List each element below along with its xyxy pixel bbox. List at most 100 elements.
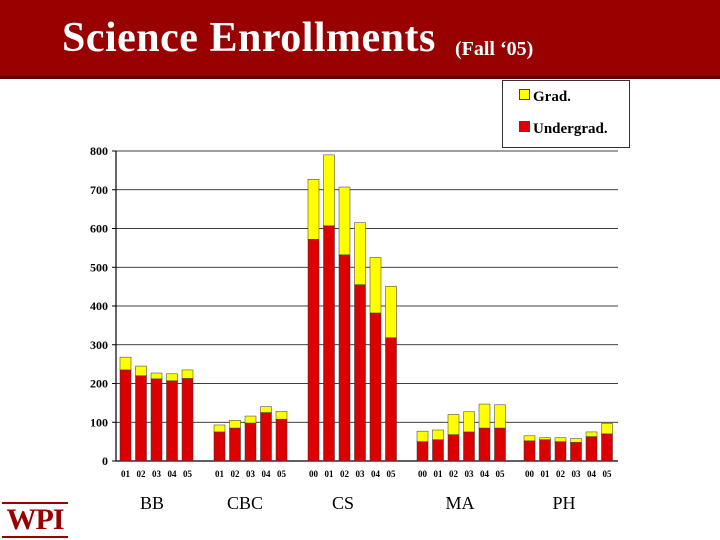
x-tick-label-cbc-01: 01 — [215, 469, 225, 479]
bar-cbc-05-grad — [275, 411, 288, 420]
legend-item-grad: Grad. — [519, 89, 571, 106]
x-tick-label-cs-03: 03 — [356, 469, 366, 479]
bar-bb-03-grad — [150, 372, 163, 380]
bar-cs-04-undergrad — [369, 312, 382, 462]
bar-ph-00-grad — [523, 435, 536, 442]
x-tick-label-ph-04: 04 — [587, 469, 597, 479]
slide-subtitle: (Fall ‘05) — [455, 38, 534, 60]
x-tick-label-ma-00: 00 — [418, 469, 428, 479]
x-tick-label-ph-05: 05 — [603, 469, 613, 479]
bar-ma-03-grad — [463, 411, 475, 433]
legend-label-grad: Grad. — [533, 89, 571, 105]
bar-ma-02-undergrad — [447, 434, 460, 462]
bar-ph-03-undergrad — [570, 442, 582, 462]
x-tick-label-bb-03: 03 — [152, 469, 162, 479]
bar-ma-04-grad — [478, 403, 491, 429]
bar-bb-05-grad — [181, 369, 194, 379]
bar-cs-02-undergrad — [338, 254, 351, 462]
bar-cs-00-undergrad — [307, 239, 320, 462]
group-label-cs: CS — [331, 493, 355, 513]
bar-cs-05-grad — [385, 285, 397, 339]
chart-legend: Grad. Undergrad. — [502, 80, 630, 148]
y-tick-label-300: 300 — [90, 338, 108, 352]
x-tick-label-ph-02: 02 — [556, 469, 566, 479]
x-tick-label-ph-01: 01 — [541, 469, 551, 479]
bar-cbc-02-undergrad — [229, 427, 241, 462]
bar-ph-04-grad — [585, 431, 598, 437]
bar-ph-00-undergrad — [523, 440, 536, 462]
bar-ph-03-grad — [570, 438, 582, 443]
bar-cbc-04-grad — [260, 406, 272, 413]
bar-cbc-01-grad — [213, 424, 226, 433]
bar-cs-04-grad — [369, 257, 382, 314]
bar-cbc-01-undergrad — [213, 431, 226, 462]
bar-cbc-04-undergrad — [260, 412, 272, 462]
bar-cbc-03-undergrad — [244, 422, 257, 462]
legend-swatch-grad — [519, 89, 530, 100]
bar-ph-02-grad — [554, 437, 567, 442]
y-tick-label-700: 700 — [90, 183, 108, 197]
bar-bb-05-undergrad — [181, 378, 194, 462]
y-tick-label-600: 600 — [90, 222, 108, 236]
x-tick-label-cbc-03: 03 — [246, 469, 256, 479]
bar-cbc-02-grad — [229, 420, 241, 429]
y-tick-label-500: 500 — [90, 260, 108, 274]
y-tick-label-800: 800 — [90, 144, 108, 158]
x-tick-label-cbc-04: 04 — [262, 469, 272, 479]
bar-ph-05-undergrad — [601, 433, 613, 462]
x-tick-label-ma-05: 05 — [496, 469, 506, 479]
bar-bb-02-grad — [135, 365, 147, 376]
bar-ph-01-undergrad — [539, 439, 551, 462]
x-tick-label-cs-05: 05 — [387, 469, 397, 479]
x-tick-label-ph-03: 03 — [572, 469, 582, 479]
bar-cs-03-undergrad — [354, 284, 366, 462]
bar-cs-01-undergrad — [323, 225, 335, 462]
x-tick-label-cbc-02: 02 — [231, 469, 241, 479]
bar-cs-03-grad — [354, 222, 366, 285]
bar-ma-01-undergrad — [432, 439, 444, 462]
x-tick-label-bb-01: 01 — [121, 469, 131, 479]
x-tick-label-cs-04: 04 — [371, 469, 381, 479]
bar-bb-01-undergrad — [119, 369, 132, 462]
group-label-ph: PH — [552, 493, 576, 513]
legend-item-undergrad: Undergrad. — [519, 121, 608, 138]
bar-ma-01-grad — [432, 429, 444, 440]
group-label-ma: MA — [445, 493, 475, 513]
x-tick-label-bb-02: 02 — [137, 469, 147, 479]
bar-cbc-03-grad — [244, 415, 257, 424]
y-tick-label-400: 400 — [90, 299, 108, 313]
x-tick-label-ma-03: 03 — [465, 469, 475, 479]
bar-cs-02-grad — [338, 186, 351, 256]
bar-bb-04-grad — [166, 373, 178, 382]
bar-ma-04-undergrad — [478, 427, 491, 462]
bar-ma-00-grad — [416, 430, 429, 442]
bar-bb-03-undergrad — [150, 378, 163, 462]
bar-cs-01-grad — [323, 154, 335, 227]
legend-label-undergrad: Undergrad. — [533, 121, 608, 137]
slide-title: Science Enrollments — [62, 15, 436, 61]
bar-ph-01-grad — [539, 437, 551, 440]
bar-ma-00-undergrad — [416, 441, 429, 462]
bar-ph-05-grad — [601, 423, 613, 435]
title-bar: Science Enrollments (Fall ‘05) — [0, 0, 720, 79]
bar-ph-04-undergrad — [585, 436, 598, 462]
bar-cs-05-undergrad — [385, 337, 397, 462]
x-tick-label-ma-01: 01 — [434, 469, 444, 479]
bar-ma-02-grad — [447, 414, 460, 435]
x-tick-label-cs-01: 01 — [325, 469, 335, 479]
x-tick-label-ma-02: 02 — [449, 469, 459, 479]
x-tick-label-cbc-05: 05 — [277, 469, 287, 479]
bar-bb-01-grad — [119, 356, 132, 371]
bar-ma-05-undergrad — [494, 427, 506, 462]
bar-cs-00-grad — [307, 179, 320, 240]
legend-swatch-undergrad — [519, 121, 530, 132]
bar-cbc-05-undergrad — [275, 418, 288, 462]
wpi-logo: WPI — [2, 502, 68, 538]
x-tick-label-bb-04: 04 — [168, 469, 178, 479]
x-tick-label-bb-05: 05 — [183, 469, 193, 479]
x-tick-label-ma-04: 04 — [480, 469, 490, 479]
bar-ma-05-grad — [494, 404, 506, 429]
x-tick-label-cs-02: 02 — [340, 469, 350, 479]
y-tick-label-200: 200 — [90, 377, 108, 391]
